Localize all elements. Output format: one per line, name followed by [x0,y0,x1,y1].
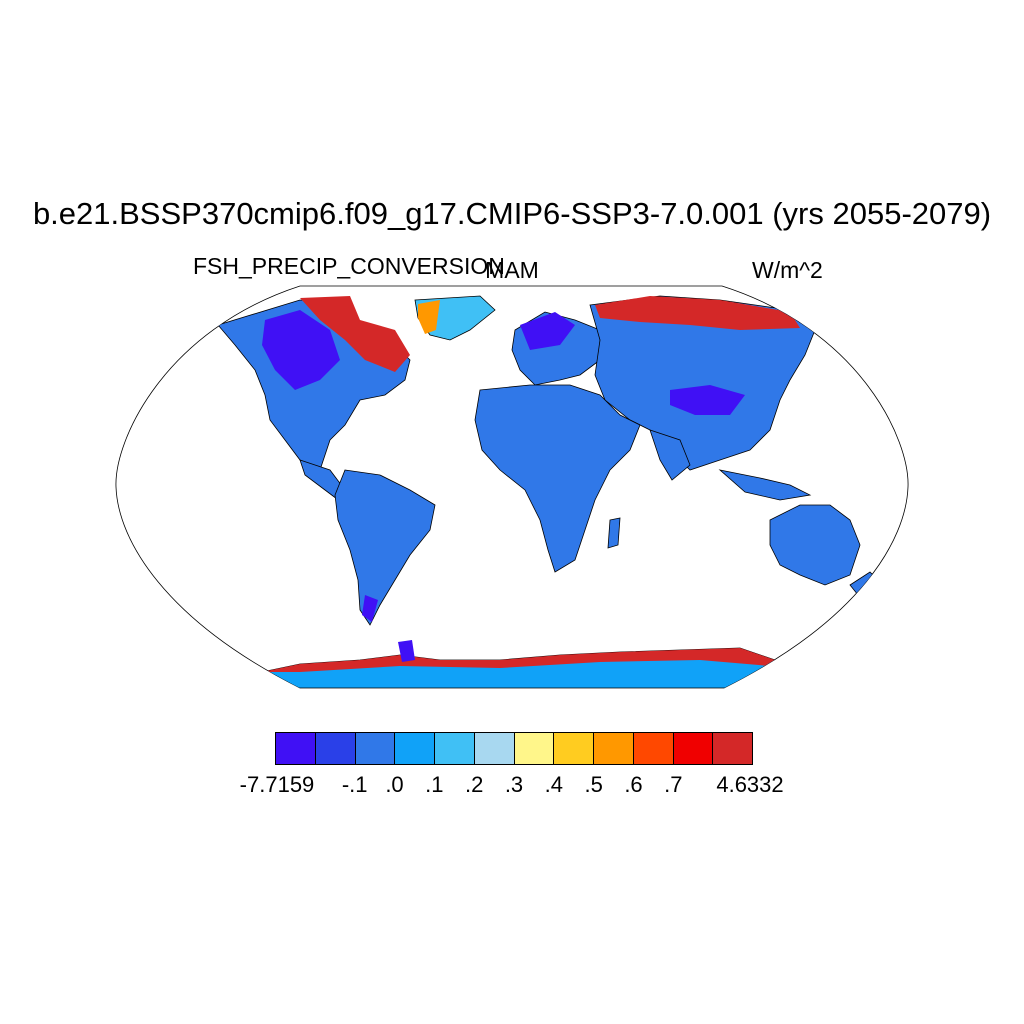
madagascar [607,517,621,549]
siberia-warm [595,296,800,330]
colorbar-swatch [435,733,475,764]
colorbar-swatch [315,733,356,764]
antarctica-coast-warm [262,648,775,672]
colorbar-swatch [713,733,752,764]
antarctic-peninsula [398,640,415,662]
na-cold-region [262,310,340,390]
colorbar-label: .2 [464,772,484,797]
colorbar-label: .5 [584,772,603,797]
variable-label: FSH_PRECIP_CONVERSION [193,253,505,279]
colorbar-label: .7 [664,772,683,797]
colorbar-label: .0 [385,772,404,797]
colorbar-swatch [633,733,674,764]
asia-cold-patch [670,385,745,415]
colorbar-swatch [673,733,714,764]
colorbar-label: .4 [544,772,564,797]
colorbar-swatch [355,733,396,764]
colorbar [275,732,753,765]
colorbar-label: .1 [425,772,444,797]
plot-title: b.e21.BSSP370cmip6.f09_g17.CMIP6-SSP3-7.… [32,196,992,231]
units-label: W/m^2 [752,257,823,283]
colorbar-swatch [594,733,634,764]
colorbar-label: .3 [504,772,524,797]
colorbar-swatch [276,733,316,764]
south-america [334,469,436,626]
na-warm-arctic [300,296,410,372]
sa-south-tip [362,595,378,622]
africa [474,384,641,573]
scandinavia-cold [520,312,575,350]
india [649,429,691,481]
colorbar-labels: -7.7159 -.1 .0 .1 .2 .3 .4 .5 .6 .7 4.6332 [0,772,1024,802]
colorbar-label: -.1 [341,772,368,797]
colorbar-swatch [474,733,515,764]
colorbar-label: .6 [624,772,643,797]
colorbar-label: -7.7159 [239,772,315,797]
season-label: MAM [485,257,539,283]
australia [769,504,861,586]
colorbar-swatch [514,733,555,764]
colorbar-swatch [395,733,435,764]
greenland-edge [418,300,440,334]
colorbar-label: 4.6332 [716,772,784,797]
colorbar-swatch [554,733,594,764]
maritime-continent [718,469,812,501]
